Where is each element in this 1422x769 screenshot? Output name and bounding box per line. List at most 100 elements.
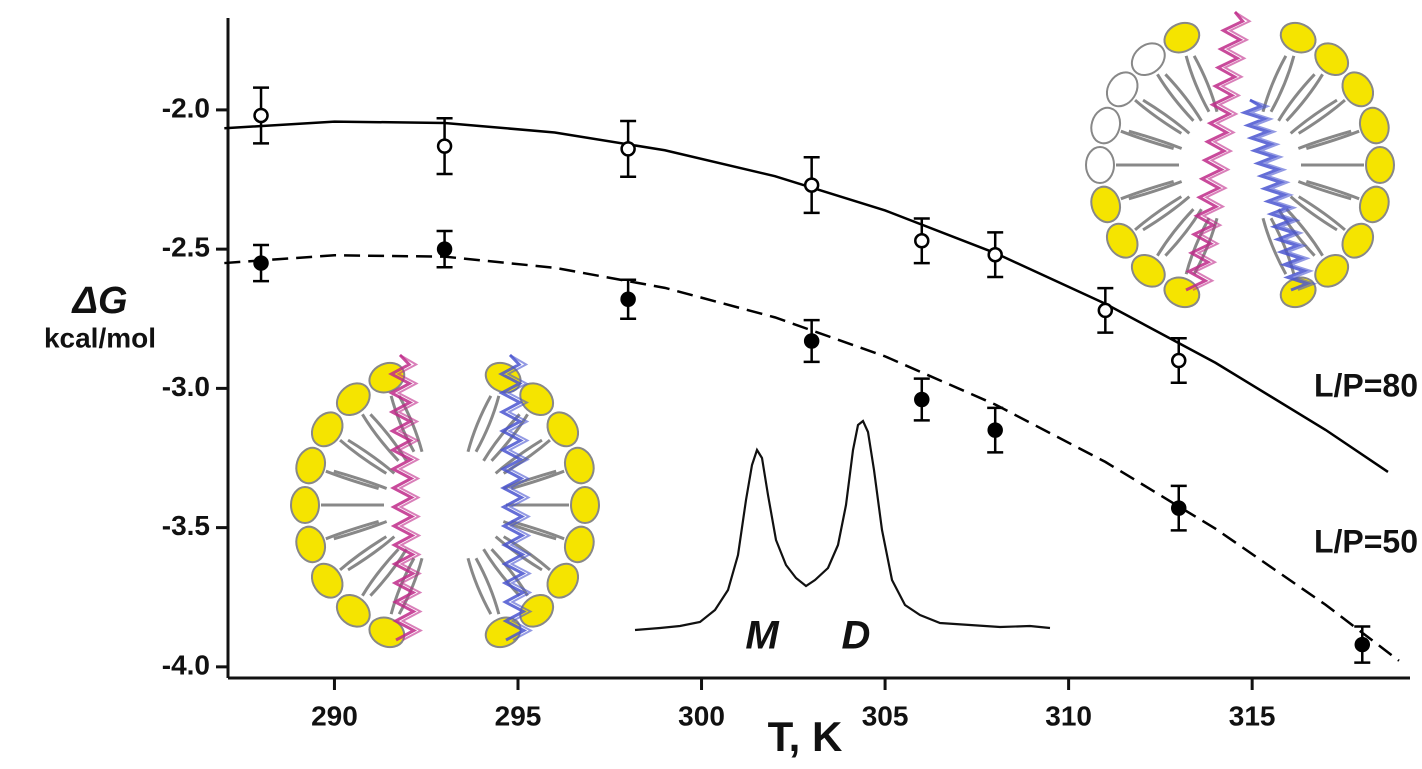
lipid-tail	[1120, 129, 1175, 150]
y-axis-label: ΔG	[70, 280, 127, 322]
x-tick-label: 300	[678, 700, 725, 731]
lipid-tail	[1297, 98, 1346, 135]
y-tick-label: -3.0	[162, 371, 210, 402]
x-tick-label: 315	[1229, 700, 1276, 731]
y-tick-label: -3.5	[162, 510, 210, 541]
series-label: L/P=80	[1314, 367, 1418, 403]
lipid-tail	[474, 557, 501, 615]
lipid-head	[546, 562, 580, 599]
lipid-head	[1314, 253, 1350, 288]
lipid-tail	[1297, 195, 1346, 232]
x-tick-label: 305	[862, 700, 909, 731]
lipid-tail	[1134, 195, 1183, 232]
lipid-tail	[361, 548, 400, 597]
lipid-tail	[397, 557, 424, 615]
lipid-head	[295, 446, 327, 485]
lipid-tail	[389, 395, 416, 453]
data-point	[253, 255, 269, 271]
data-point	[436, 241, 453, 257]
spectrum-inset	[634, 419, 1051, 632]
lipid-head	[1341, 222, 1375, 259]
lipid-tail	[347, 438, 396, 475]
x-axis-label: T, K	[768, 713, 843, 760]
lipid-tail	[339, 438, 388, 475]
lipid-tail	[369, 548, 408, 597]
data-point	[1170, 500, 1187, 516]
lipid-head	[1163, 276, 1201, 309]
y-axis-unit: kcal/mol	[44, 322, 156, 353]
lipid-tail	[1142, 195, 1191, 232]
lipid-tail	[1134, 98, 1183, 135]
lipid-head	[1314, 42, 1350, 77]
lipid-tail	[361, 413, 400, 462]
data-point	[253, 107, 269, 124]
lipid-head	[1105, 71, 1139, 108]
peptide	[1192, 11, 1252, 291]
lipid-head	[1341, 71, 1375, 108]
lipid-tail	[333, 469, 388, 490]
peptide	[1239, 98, 1312, 292]
lipid-tail	[466, 557, 493, 615]
fit-line	[224, 120, 1389, 473]
lipid-tail	[1285, 208, 1324, 257]
lipid-tail	[1156, 208, 1195, 257]
lipid-tail	[1277, 73, 1316, 122]
lipid-head	[1090, 185, 1122, 224]
lipid-tail	[474, 395, 501, 453]
lipid-head	[1279, 21, 1317, 54]
lipid-head	[563, 525, 595, 564]
lipid-head	[310, 562, 344, 599]
peptide	[1185, 11, 1246, 292]
lipid-head	[1130, 42, 1166, 77]
data-point	[914, 233, 930, 249]
lipid-tail	[482, 548, 521, 597]
peptide	[1248, 99, 1318, 291]
lipid-head	[519, 382, 555, 417]
illustrations	[290, 11, 1395, 649]
lipid-tail	[1120, 180, 1175, 201]
lipid-head	[1365, 146, 1395, 184]
lipid-tail	[1305, 180, 1360, 201]
x-tick-label: 290	[311, 700, 358, 731]
y-tick-label: -2.0	[162, 92, 210, 123]
lipid-head	[335, 382, 371, 417]
lipid-tail	[1305, 129, 1360, 150]
data-point	[987, 422, 1003, 438]
lipid-tail	[1128, 180, 1183, 201]
lipid-head	[570, 486, 600, 524]
lipid-tail	[1164, 73, 1203, 122]
lipid-head	[290, 486, 320, 524]
lipid-head	[1358, 185, 1390, 224]
peptide	[396, 354, 423, 641]
lipid-tail	[494, 535, 543, 572]
lipid-tail	[1261, 217, 1288, 275]
lipid-tail	[1297, 180, 1352, 201]
lipid-head	[295, 525, 327, 564]
lipid-tail	[1289, 98, 1338, 135]
peptide	[506, 354, 533, 641]
fit-line	[224, 254, 1400, 662]
lipid-head	[546, 411, 580, 448]
data-point	[1354, 636, 1371, 653]
y-tick-label: -4.0	[162, 649, 210, 680]
lipid-tail	[333, 520, 388, 541]
y-tick-label: -2.5	[162, 232, 210, 263]
lipid-head	[1358, 106, 1390, 145]
lipid-tail	[1285, 73, 1324, 122]
lipid-head	[563, 446, 595, 485]
lipid-tail	[1184, 55, 1211, 113]
inset-label: M	[745, 614, 780, 658]
data-point	[436, 138, 453, 154]
data-point	[1170, 352, 1187, 369]
peptide	[388, 353, 418, 642]
series-label: L/P=50	[1314, 523, 1418, 559]
inset-label: D	[842, 614, 871, 658]
data-point	[803, 333, 820, 349]
lipid-head	[1085, 146, 1115, 184]
lipid-head	[335, 593, 371, 628]
lipid-tail	[1269, 55, 1296, 113]
lipid-head	[1130, 253, 1166, 288]
lipid-tail	[1156, 73, 1195, 122]
data-point	[620, 141, 636, 157]
peptide	[498, 353, 528, 642]
